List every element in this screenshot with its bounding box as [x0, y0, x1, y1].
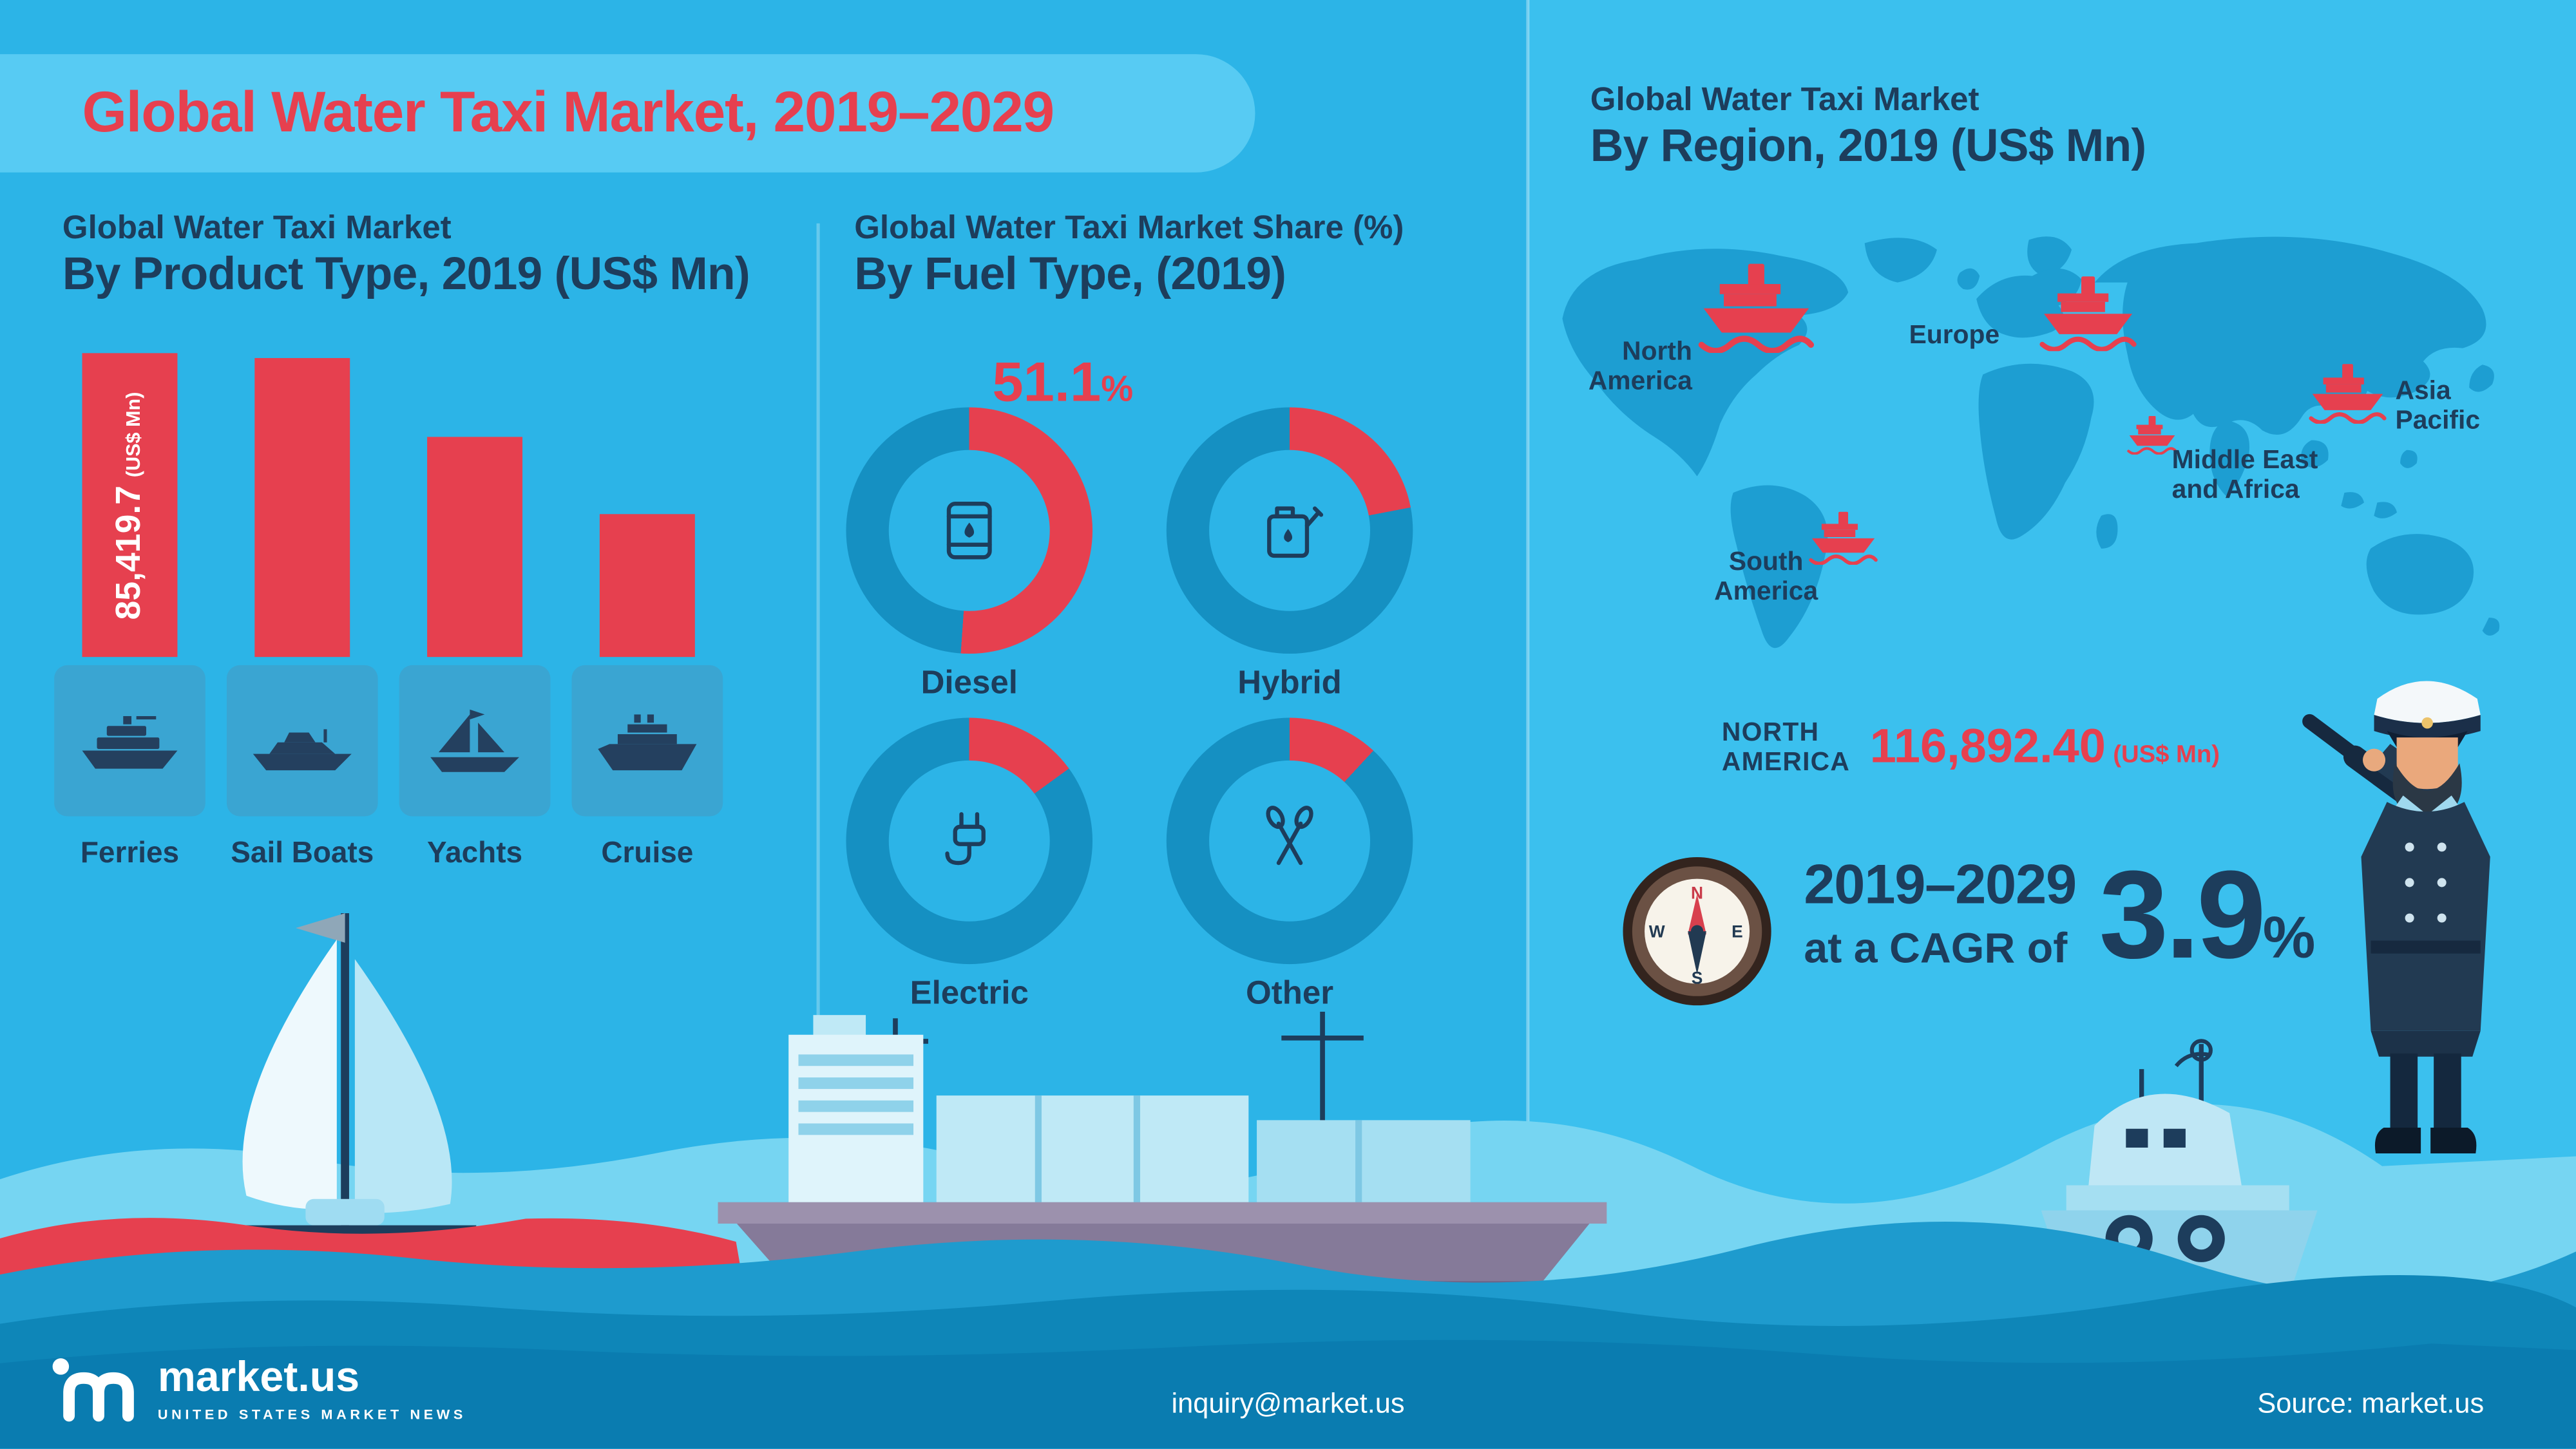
svg-text:W: W	[1649, 922, 1665, 942]
fuel-section-heading: Global Water Taxi Market Share (%) By Fu…	[854, 210, 1404, 301]
bar-cruise	[599, 514, 695, 658]
region-section-heading: Global Water Taxi Market By Region, 2019…	[1590, 82, 2146, 173]
cagr-percent-sign: %	[2262, 903, 2316, 971]
bar-yachts	[427, 437, 523, 658]
ocean-front-waves	[0, 1218, 2576, 1449]
bar-value-unit: (US$ Mn)	[121, 391, 145, 477]
svg-text:E: E	[1732, 922, 1743, 942]
highlight-value: 51.1	[992, 351, 1102, 414]
bar-sail-boats	[254, 357, 350, 658]
brand-name: market.us	[157, 1350, 360, 1401]
product-tile-sail-boats	[226, 665, 378, 817]
fuel-label-electric: Electric	[910, 975, 1029, 1012]
product-tile-cruise	[571, 665, 723, 817]
fuel-heading-line1: Global Water Taxi Market Share (%)	[854, 210, 1404, 247]
electric-plug-icon	[931, 803, 1007, 878]
region-label-middle-east-africa: Middle East and Africa	[2172, 447, 2318, 506]
region-ship-icon-north-america	[1695, 260, 1817, 353]
cruise-ship-icon	[595, 706, 700, 775]
bar-ferries-value: 85,419.7 (US$ Mn)	[110, 391, 149, 619]
region-heading-line1: Global Water Taxi Market	[1590, 82, 1980, 118]
source-credit: Source: market.us	[2257, 1388, 2485, 1419]
product-tile-yachts	[399, 665, 551, 817]
stat-label-line: NORTH	[1721, 719, 1820, 748]
svg-text:N: N	[1691, 884, 1703, 903]
paddles-icon	[1252, 803, 1327, 878]
region-label-line: Europe	[1909, 321, 2000, 350]
region-label-north-america: North America	[1564, 338, 1692, 397]
bar-value-number: 85,419.7	[110, 484, 148, 620]
contact-email: inquiry@market.us	[1171, 1388, 1405, 1419]
donut-diesel	[846, 407, 1093, 654]
title-banner: Global Water Taxi Market, 2019–2029	[0, 54, 1255, 173]
region-label-line: South	[1728, 548, 1804, 577]
ferry-icon	[77, 706, 182, 775]
captain-illustration	[2302, 681, 2490, 1153]
region-label-south-america: South America	[1702, 549, 1830, 607]
world-map	[1562, 236, 2500, 649]
product-heading-line1: Global Water Taxi Market	[62, 210, 452, 247]
region-label-line: Asia	[2395, 377, 2451, 406]
fuel-can-icon	[1252, 493, 1327, 568]
fuel-heading-line2: By Fuel Type, (2019)	[854, 248, 1286, 299]
fuel-label-diesel: Diesel	[921, 665, 1018, 702]
donut-hole	[888, 760, 1050, 922]
brand-logo-block: market.us UNITED STATES MARKET NEWS	[50, 1347, 466, 1429]
svg-text:S: S	[1692, 969, 1703, 988]
region-heading-line2: By Region, 2019 (US$ Mn)	[1590, 120, 2146, 171]
region-label-line: and Africa	[2171, 476, 2300, 504]
donut-hybrid	[1166, 407, 1413, 654]
panel-divider	[1526, 0, 1530, 1334]
highlight-percent-sign: %	[1101, 368, 1134, 410]
north-america-value-stat: NORTH AMERICA 116,892.40 (US$ Mn)	[1722, 719, 2220, 777]
stat-value-number: 116,892.40	[1869, 721, 2106, 774]
product-tile-ferries	[54, 665, 205, 817]
cagr-block: 2019–2029 at a CAGR of 3.9%	[1804, 853, 2316, 978]
page-title: Global Water Taxi Market, 2019–2029	[82, 80, 1055, 145]
cagr-period: 2019–2029	[1804, 854, 2077, 917]
region-ship-icon-middle-east-africa	[2126, 414, 2179, 455]
yacht-icon	[422, 706, 527, 775]
cagr-text: 2019–2029 at a CAGR of	[1804, 854, 2077, 973]
product-label-yachts: Yachts	[427, 836, 523, 869]
region-label-line: Pacific	[2395, 407, 2481, 435]
product-label-sail-boats: Sail Boats	[231, 836, 374, 869]
fuel-label-hybrid: Hybrid	[1237, 665, 1342, 702]
cagr-prefix: at a CAGR of	[1804, 922, 2068, 972]
donut-other	[1166, 717, 1413, 965]
region-label-asia-pacific: Asia Pacific	[2395, 378, 2480, 437]
stat-value-unit: (US$ Mn)	[2113, 741, 2220, 769]
north-america-stat-label: NORTH AMERICA	[1722, 719, 1850, 777]
product-label-ferries: Ferries	[80, 836, 180, 869]
cagr-value: 3.9%	[2099, 853, 2316, 978]
stat-label-line: AMERICA	[1721, 748, 1851, 777]
fuel-label-other: Other	[1246, 975, 1334, 1012]
product-heading-line2: By Product Type, 2019 (US$ Mn)	[62, 248, 750, 299]
market-us-logo-icon	[52, 1358, 134, 1422]
donut-hole	[1209, 450, 1371, 611]
bar-ferries: 85,419.7 (US$ Mn)	[82, 353, 178, 658]
north-america-stat-value: 116,892.40 (US$ Mn)	[1870, 721, 2220, 775]
product-label-cruise: Cruise	[601, 836, 694, 869]
region-label-line: North	[1622, 338, 1692, 366]
cagr-number: 3.9	[2099, 846, 2266, 986]
donut-electric	[846, 717, 1093, 965]
region-label-europe: Europe	[1909, 322, 2000, 352]
region-label-line: America	[1588, 368, 1692, 396]
brand-text: market.us UNITED STATES MARKET NEWS	[158, 1354, 466, 1422]
diesel-share-highlight: 51.1%	[992, 352, 1133, 415]
sail-boat-icon	[250, 706, 355, 775]
diesel-barrel-icon	[931, 493, 1007, 568]
product-section-heading: Global Water Taxi Market By Product Type…	[62, 210, 750, 301]
region-ship-icon-europe	[2037, 272, 2139, 351]
section-divider	[816, 223, 820, 1032]
region-label-line: America	[1714, 578, 1818, 606]
region-label-line: Middle East	[2171, 446, 2318, 475]
region-ship-icon-asia-pacific	[2307, 361, 2389, 424]
brand-tagline: UNITED STATES MARKET NEWS	[157, 1405, 466, 1422]
compass-icon: N S W E	[1623, 857, 1771, 1006]
